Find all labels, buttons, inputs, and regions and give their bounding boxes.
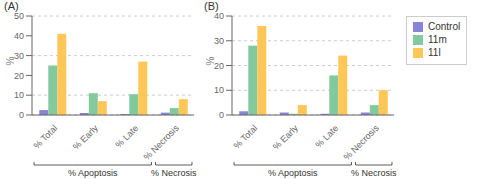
html-text:11m: 11m	[428, 34, 447, 45]
svg-text:40: 40	[14, 31, 24, 41]
svg-text:0: 0	[19, 110, 24, 120]
svg-text:% Apoptosis: % Apoptosis	[268, 168, 318, 178]
html-text:(B): (B)	[204, 0, 219, 12]
svg-text:% Apoptosis: % Apoptosis	[68, 168, 118, 178]
svg-text:40: 40	[214, 11, 224, 21]
svg-text:50: 50	[14, 11, 24, 21]
svg-text:% Necrosis: % Necrosis	[142, 123, 182, 163]
svg-text:30: 30	[214, 36, 224, 46]
svg-text:% Late: % Late	[313, 123, 340, 150]
svg-text:% Necrosis: % Necrosis	[342, 123, 382, 163]
svg-text:%: %	[8, 57, 16, 66]
svg-text:10: 10	[14, 90, 24, 100]
svg-text:% Necrosis: % Necrosis	[351, 168, 397, 178]
svg-text:% Total: % Total	[231, 123, 259, 151]
svg-text:% Necrosis: % Necrosis	[151, 168, 197, 178]
html-text:Control: Control	[428, 21, 461, 32]
svg-text:%: %	[205, 57, 216, 66]
html-text:(A): (A)	[4, 0, 19, 12]
svg-text:% Early: % Early	[271, 123, 300, 152]
svg-text:10: 10	[214, 85, 224, 95]
svg-text:0: 0	[219, 110, 224, 120]
svg-text:20: 20	[14, 71, 24, 81]
svg-text:% Early: % Early	[71, 123, 100, 152]
svg-text:% Total: % Total	[31, 123, 59, 151]
svg-text:20: 20	[214, 60, 224, 71]
svg-text:30: 30	[14, 50, 24, 61]
svg-text:% Late: % Late	[113, 123, 140, 150]
html-text:11l: 11l	[428, 47, 441, 58]
